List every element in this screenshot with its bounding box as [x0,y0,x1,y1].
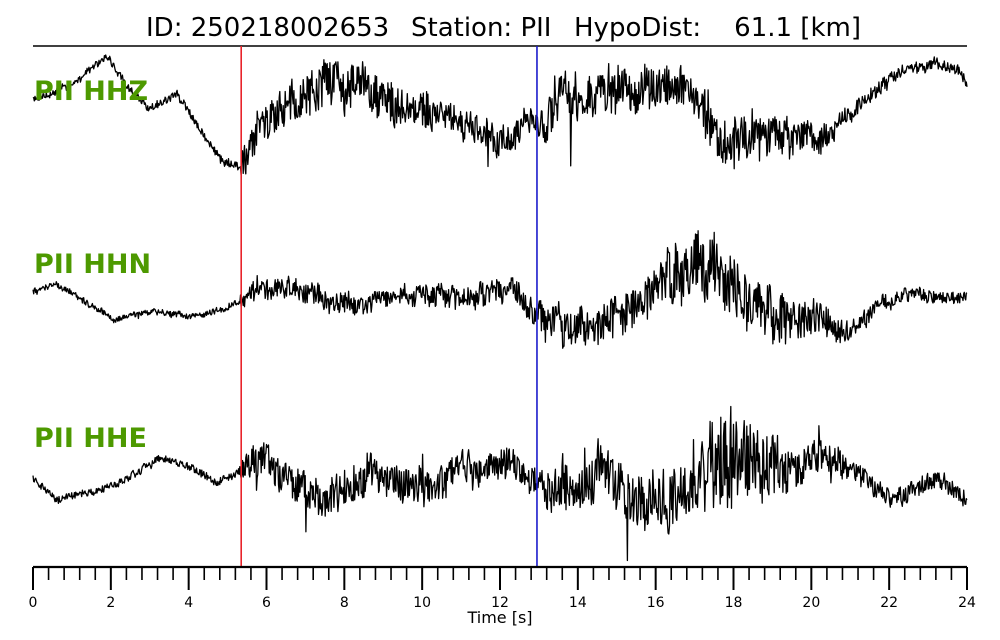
title-station: Station: PII [411,13,551,43]
x-axis: 0 2 4 6 8 10 12 14 16 18 20 22 24 [29,565,976,611]
trace-pii-hhn [32,230,968,349]
trace-pii-hhz [32,54,968,176]
x-tick-label: 2 [106,595,115,611]
x-tick-label: 16 [647,595,665,611]
x-axis-label: Time [s] [466,608,532,627]
x-tick-label: 22 [880,595,898,611]
trace-layer [32,54,968,562]
x-tick-label: 24 [958,595,976,611]
channel-label-hhe: PII HHE [34,423,147,454]
x-tick-label: 10 [413,595,431,611]
x-tick-label: 8 [340,595,349,611]
channel-label-hhz: PII HHZ [34,76,148,107]
x-tick-label: 4 [184,595,193,611]
x-tick-label: 12 [491,595,509,611]
x-tick-label: 0 [29,595,38,611]
channel-label-hhn: PII HHN [34,249,151,280]
title-event-id: ID: 250218002653 [146,13,389,43]
x-tick-label: 14 [569,595,587,611]
x-tick-label: 20 [802,595,820,611]
x-tick-label: 18 [725,595,743,611]
x-tick-label: 6 [262,595,271,611]
title-hypodist: HypoDist: 61.1 [km] [574,13,861,43]
pick-layer [240,46,538,567]
trace-pii-hhe [32,405,968,562]
